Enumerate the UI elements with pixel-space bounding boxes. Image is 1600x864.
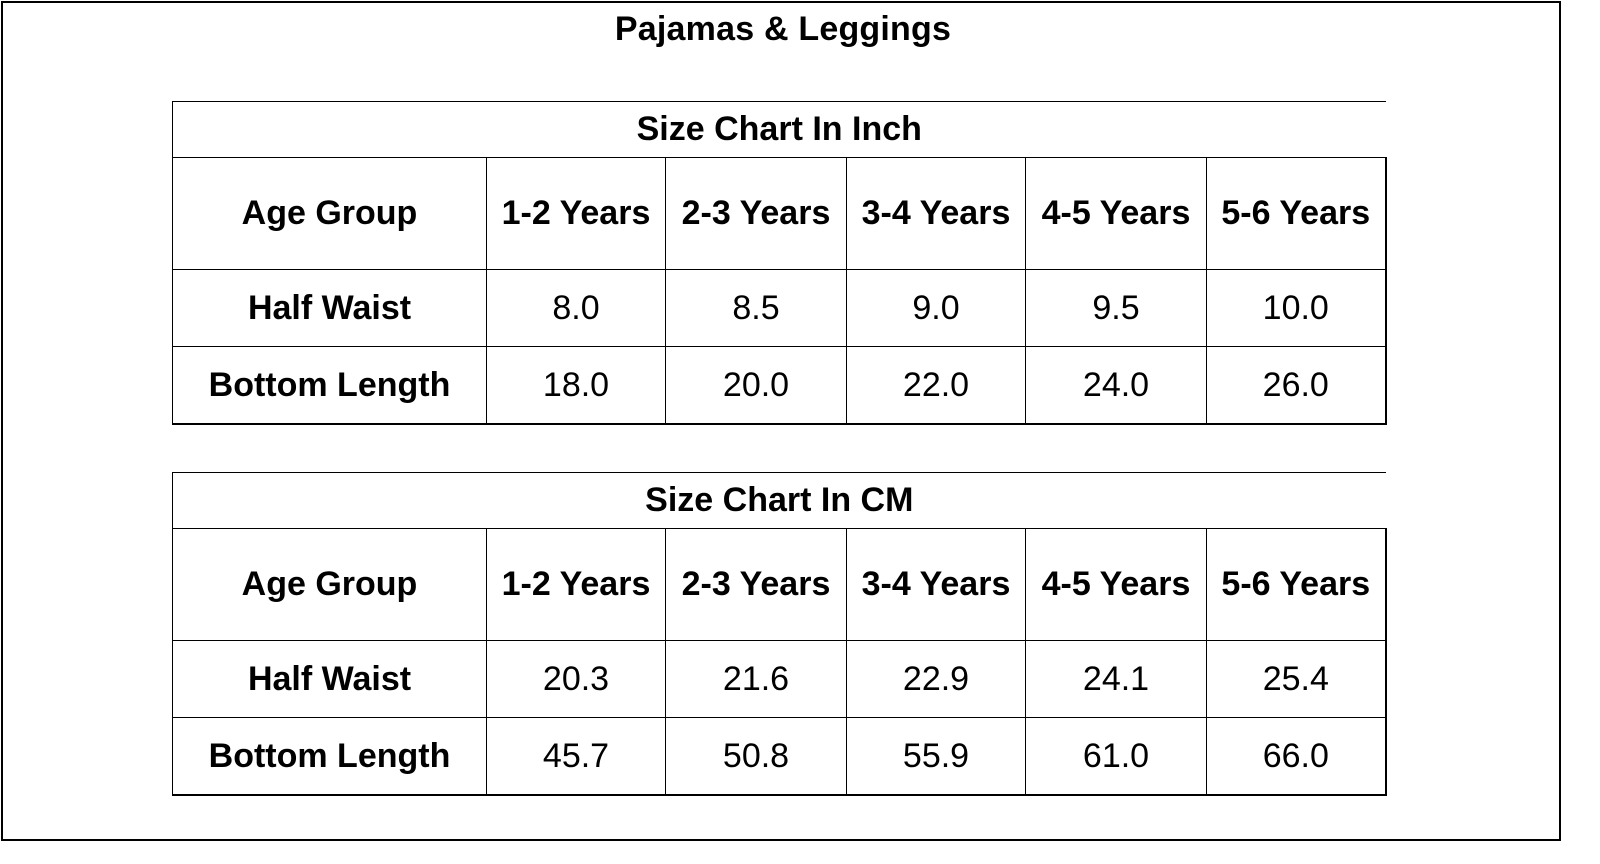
table-cell: 25.4 [1205,640,1387,718]
table-cell: 8.5 [665,269,847,347]
table-cell: 50.8 [665,717,847,796]
table-cell: 55.9 [846,717,1026,796]
size-chart-inch-table: Size Chart In Inch Age Group 1-2 Years 2… [171,101,1387,425]
table-cell: 20.0 [665,346,847,425]
row-label: Bottom Length [172,717,487,796]
table-row: Bottom Length 18.0 20.0 22.0 24.0 26.0 [172,346,1387,425]
column-header-age-group: Age Group [172,157,487,270]
row-label: Half Waist [172,640,487,718]
column-header: 5-6 Years [1205,528,1387,641]
size-chart-cm-table: Size Chart In CM Age Group 1-2 Years 2-3… [171,472,1387,796]
row-label: Bottom Length [172,346,487,425]
table-cell: 8.0 [486,269,666,347]
column-header: 2-3 Years [665,528,847,641]
table-cell: 26.0 [1205,346,1387,425]
column-header: 1-2 Years [486,157,666,270]
column-header: 5-6 Years [1205,157,1387,270]
table-cell: 66.0 [1205,717,1387,796]
column-header: 4-5 Years [1025,157,1207,270]
column-header: 1-2 Years [486,528,666,641]
table-cell: 45.7 [486,717,666,796]
table-header-row: Age Group 1-2 Years 2-3 Years 3-4 Years … [172,528,1387,641]
column-header: 3-4 Years [846,157,1026,270]
page-title: Pajamas & Leggings [614,10,952,48]
table-cell: 20.3 [486,640,666,718]
table-cell: 18.0 [486,346,666,425]
table-cell: 24.1 [1025,640,1207,718]
table-cell: 21.6 [665,640,847,718]
table-cell: 24.0 [1025,346,1207,425]
table-row: Half Waist 20.3 21.6 22.9 24.1 25.4 [172,640,1387,718]
table-cell: 61.0 [1025,717,1207,796]
table-cell: 10.0 [1205,269,1387,347]
table-row: Half Waist 8.0 8.5 9.0 9.5 10.0 [172,269,1387,347]
column-header: 3-4 Years [846,528,1026,641]
table-cell: 9.0 [846,269,1026,347]
table-caption-row: Size Chart In Inch [171,101,1386,158]
table-caption: Size Chart In CM [171,472,1386,529]
table-cell: 22.9 [846,640,1026,718]
table-row: Bottom Length 45.7 50.8 55.9 61.0 66.0 [172,717,1387,796]
table-cell: 9.5 [1025,269,1207,347]
table-header-row: Age Group 1-2 Years 2-3 Years 3-4 Years … [172,157,1387,270]
column-header: 2-3 Years [665,157,847,270]
table-caption-row: Size Chart In CM [171,472,1386,529]
row-label: Half Waist [172,269,487,347]
table-cell: 22.0 [846,346,1026,425]
column-header-age-group: Age Group [172,528,487,641]
column-header: 4-5 Years [1025,528,1207,641]
table-caption: Size Chart In Inch [171,101,1386,158]
